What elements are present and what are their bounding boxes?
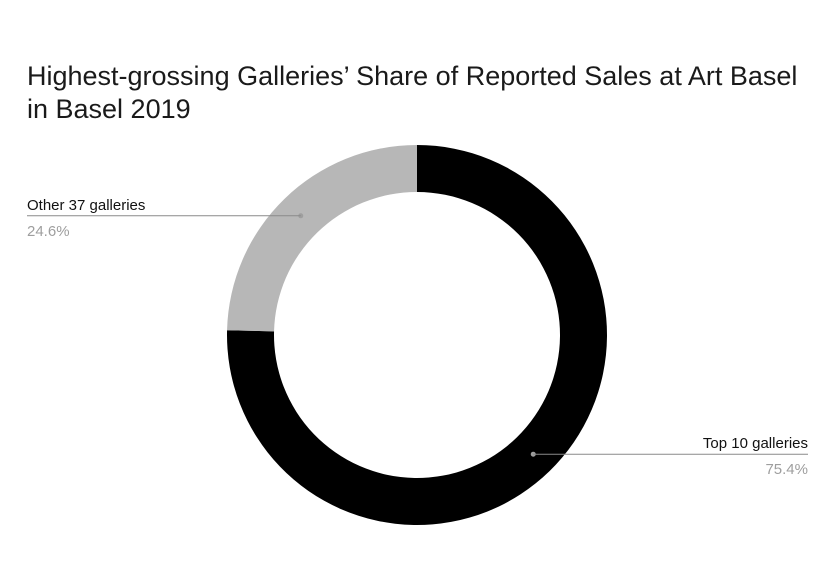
slice-percent-other-37-galleries: 24.6% [27,223,70,240]
slice-percent-top-10-galleries: 75.4% [765,461,808,478]
slice-label-other-37-galleries: Other 37 galleries [27,197,145,214]
chart-title: Highest-grossing Galleries’ Share of Rep… [27,61,798,124]
donut-slice-other-37-galleries [227,145,417,332]
slice-label-top-10-galleries: Top 10 galleries [703,435,808,452]
